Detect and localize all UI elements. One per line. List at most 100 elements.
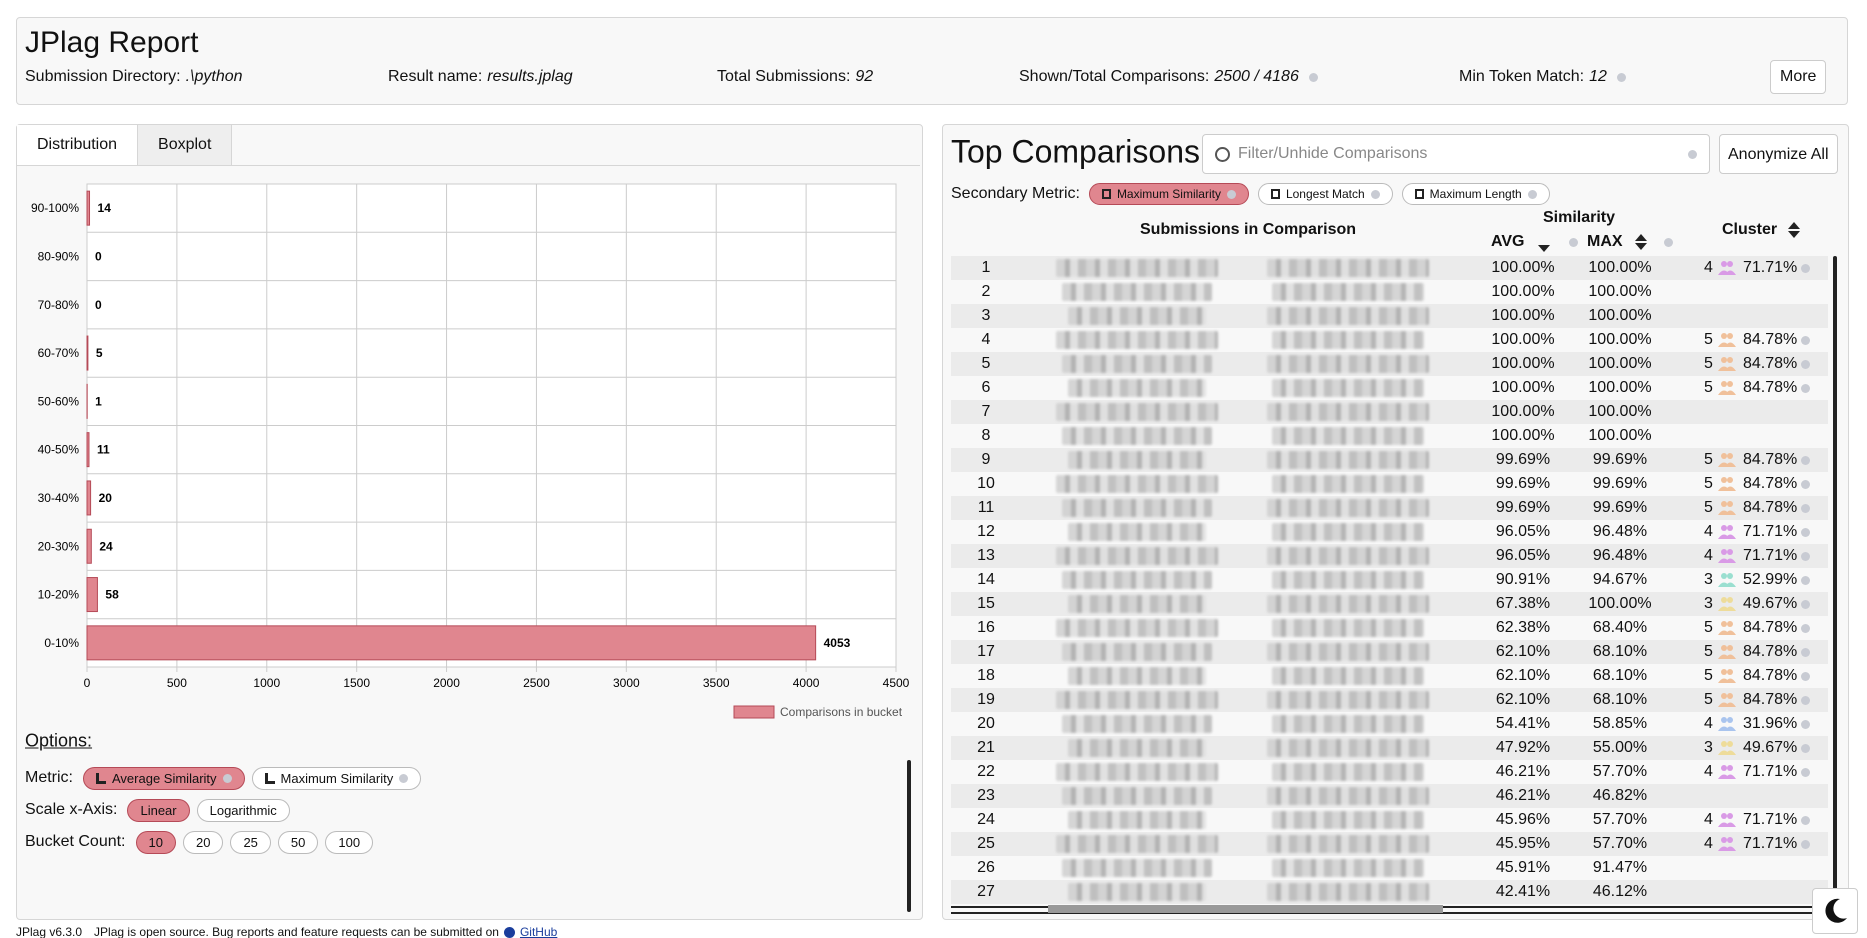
option-button[interactable]: Maximum Similarity bbox=[251, 766, 422, 790]
header-label: Submission Directory: bbox=[25, 68, 181, 85]
dark-mode-toggle[interactable] bbox=[1812, 888, 1858, 934]
option-button[interactable]: 50 bbox=[277, 830, 319, 854]
comparison-row[interactable]: 19 62.10% 68.10% 5 84.78% bbox=[951, 688, 1828, 712]
header-item: Shown/Total Comparisons: 2500 / 4186 bbox=[1019, 68, 1318, 86]
comparison-row[interactable]: 26 45.91% 91.47% bbox=[951, 856, 1828, 880]
comparison-row[interactable]: 1 100.00% 100.00% 4 71.71% bbox=[951, 256, 1828, 280]
comparison-row[interactable]: 20 54.41% 58.85% 4 31.96% bbox=[951, 712, 1828, 736]
comparison-row[interactable]: 18 62.10% 68.10% 5 84.78% bbox=[951, 664, 1828, 688]
more-button[interactable]: More bbox=[1770, 60, 1827, 94]
person bbox=[1718, 606, 1736, 611]
blurred-name bbox=[1068, 379, 1206, 397]
avg-similarity: 100.00% bbox=[1491, 403, 1555, 420]
cluster-icon bbox=[1718, 621, 1736, 635]
sort-down bbox=[1788, 231, 1800, 238]
comparison-row[interactable]: 11 99.69% 99.69% 5 84.78% bbox=[951, 496, 1828, 520]
avg-similarity: 45.96% bbox=[1495, 811, 1551, 828]
comparison-row[interactable]: 3 100.00% 100.00% bbox=[951, 304, 1828, 328]
secondary-metric-button[interactable]: Longest Match bbox=[1257, 183, 1393, 205]
info-icon bbox=[1527, 189, 1537, 199]
cluster-icon bbox=[1718, 765, 1736, 779]
person bbox=[1718, 486, 1736, 491]
comparison-row[interactable]: 24 45.96% 57.70% 4 71.71% bbox=[951, 808, 1828, 832]
cluster-size: 4 bbox=[1704, 835, 1713, 852]
comparison-row[interactable]: 6 100.00% 100.00% 5 84.78% bbox=[951, 376, 1828, 400]
option-button[interactable]: 100 bbox=[325, 830, 374, 854]
option-row: Bucket Count: 10 20 25 50 100 bbox=[25, 828, 374, 856]
bar bbox=[86, 528, 92, 564]
comparison-row[interactable]: 27 42.41% 46.12% bbox=[951, 880, 1828, 904]
comparison-row[interactable]: 8 100.00% 100.00% bbox=[951, 424, 1828, 448]
person bbox=[1727, 453, 1733, 459]
option-button[interactable]: 20 bbox=[182, 830, 224, 854]
comparison-row[interactable]: 15 67.38% 100.00% 3 49.67% bbox=[951, 592, 1828, 616]
tab[interactable]: Distribution bbox=[17, 125, 139, 165]
blurred-name bbox=[1272, 667, 1424, 685]
x-tick-label: 2500 bbox=[523, 676, 550, 690]
row-index: 5 bbox=[981, 355, 991, 372]
blurred-name bbox=[1267, 451, 1429, 469]
footer-text-wrap: JPlag is open source. Bug reports and fe… bbox=[94, 925, 557, 938]
option-button[interactable]: Logarithmic bbox=[196, 798, 290, 822]
person bbox=[1727, 549, 1733, 555]
secondary-metric-row: Secondary Metric: Maximum Similarity Longe… bbox=[951, 181, 1550, 207]
filter-input[interactable]: Filter/Unhide Comparisons bbox=[1202, 134, 1710, 174]
avg-similarity: 99.69% bbox=[1495, 499, 1551, 516]
option-text: 100 bbox=[338, 834, 361, 850]
comparison-row[interactable]: 10 99.69% 99.69% 5 84.78% bbox=[951, 472, 1828, 496]
secondary-metric-button[interactable]: Maximum Similarity bbox=[1088, 183, 1249, 205]
max-similarity: 57.70% bbox=[1592, 763, 1648, 780]
info-icon bbox=[1801, 744, 1810, 753]
person bbox=[1721, 501, 1727, 507]
person bbox=[1718, 534, 1736, 539]
comparison-row[interactable]: 16 62.38% 68.40% 5 84.78% bbox=[951, 616, 1828, 640]
comparison-row[interactable]: 7 100.00% 100.00% bbox=[951, 400, 1828, 424]
bar bbox=[86, 625, 817, 661]
cluster-size: 3 bbox=[1704, 595, 1713, 612]
person bbox=[1718, 774, 1736, 779]
blurred-name bbox=[1062, 571, 1212, 589]
comparison-row[interactable]: 21 47.92% 55.00% 3 49.67% bbox=[951, 736, 1828, 760]
comparison-row[interactable]: 5 100.00% 100.00% 5 84.78% bbox=[951, 352, 1828, 376]
tab[interactable]: Boxplot bbox=[138, 125, 233, 165]
person bbox=[1721, 717, 1727, 723]
comparison-row[interactable]: 4 100.00% 100.00% 5 84.78% bbox=[951, 328, 1828, 352]
person bbox=[1721, 813, 1727, 819]
bar-value-label: 14 bbox=[98, 201, 112, 215]
avg-similarity: 62.10% bbox=[1495, 691, 1551, 708]
comparison-row[interactable]: 22 46.21% 57.70% 4 71.71% bbox=[951, 760, 1828, 784]
blurred-name bbox=[1068, 739, 1206, 757]
comparison-row[interactable]: 13 96.05% 96.48% 4 71.71% bbox=[951, 544, 1828, 568]
cluster-pct: 49.67% bbox=[1743, 739, 1798, 756]
cluster-size: 5 bbox=[1704, 667, 1713, 684]
comparison-row[interactable]: 9 99.69% 99.69% 5 84.78% bbox=[951, 448, 1828, 472]
header-value: .\python bbox=[185, 68, 243, 85]
avg-similarity: 96.05% bbox=[1495, 547, 1551, 564]
bar-value-label: 11 bbox=[97, 443, 110, 457]
option-button[interactable]: 10 bbox=[135, 830, 176, 854]
cluster-pct: 84.78% bbox=[1743, 379, 1798, 396]
option-button[interactable]: Average Similarity bbox=[83, 766, 245, 790]
bar-value-label: 0 bbox=[95, 298, 102, 312]
cluster-icon bbox=[1718, 357, 1736, 371]
secondary-metric-button[interactable]: Maximum Length bbox=[1401, 183, 1550, 205]
anonymize-button[interactable]: Anonymize All bbox=[1719, 134, 1838, 174]
info-icon bbox=[1801, 360, 1810, 369]
comparison-row[interactable]: 12 96.05% 96.48% 4 71.71% bbox=[951, 520, 1828, 544]
person bbox=[1718, 390, 1736, 395]
person bbox=[1721, 573, 1727, 579]
comparison-row[interactable]: 2 100.00% 100.00% bbox=[951, 280, 1828, 304]
comparison-row[interactable]: 17 62.10% 68.10% 5 84.78% bbox=[951, 640, 1828, 664]
comparison-row[interactable]: 23 46.21% 46.82% bbox=[951, 784, 1828, 808]
blurred-name bbox=[1056, 259, 1218, 277]
comparison-row[interactable]: 25 45.95% 57.70% 4 71.71% bbox=[951, 832, 1828, 856]
cluster-size: 5 bbox=[1704, 499, 1713, 516]
y-tick-label: 0-10% bbox=[44, 636, 79, 650]
github-link[interactable]: GitHub bbox=[519, 925, 558, 938]
option-button[interactable]: 25 bbox=[230, 830, 271, 854]
option-button[interactable]: Linear bbox=[127, 798, 190, 822]
blurred-name bbox=[1272, 859, 1424, 877]
comparison-row[interactable]: 14 90.91% 94.67% 3 52.99% bbox=[951, 568, 1828, 592]
avg-similarity: 99.69% bbox=[1495, 475, 1551, 492]
